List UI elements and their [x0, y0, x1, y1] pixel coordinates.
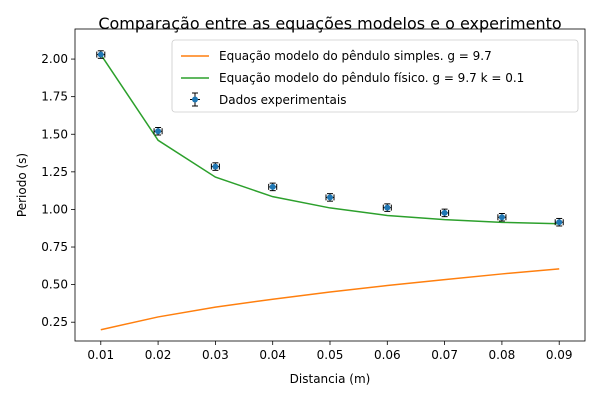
- plot-lines: [100, 54, 560, 331]
- legend-label-experimental: Dados experimentais: [219, 93, 346, 107]
- x-tick-label: 0.02: [145, 348, 172, 362]
- y-tick-label: 1.25: [41, 165, 68, 179]
- y-tick-label: 1.00: [41, 202, 68, 216]
- experimental-data-point: [96, 50, 106, 59]
- y-tick-label: 0.50: [41, 278, 68, 292]
- legend-label-physical: Equação modelo do pêndulo físico. g = 9.…: [219, 71, 524, 85]
- experimental-data-point: [325, 193, 335, 202]
- x-tick-label: 0.01: [87, 348, 114, 362]
- experimental-data-point: [210, 162, 220, 171]
- errorbars: [96, 50, 564, 227]
- chart-title: Comparação entre as equações modelos e o…: [98, 14, 561, 33]
- y-tick-label: 1.75: [41, 90, 68, 104]
- x-tick-label: 0.06: [374, 348, 401, 362]
- y-tick-label: 0.75: [41, 240, 68, 254]
- experimental-data-point: [497, 212, 507, 222]
- x-tick-label: 0.09: [546, 348, 573, 362]
- y-tick-label: 2.00: [41, 52, 68, 66]
- y-tick-label: 0.25: [41, 315, 68, 329]
- x-axis-label: Distancia (m): [290, 372, 371, 386]
- experimental-data-point: [554, 217, 564, 227]
- x-tick-label: 0.04: [259, 348, 286, 362]
- x-axis: 0.01 0.02 0.03 0.04 0.05 0.06 0.07 0.08 0.09: [87, 341, 573, 362]
- y-axis-label: Periodo (s): [15, 153, 29, 217]
- x-tick-label: 0.03: [202, 348, 229, 362]
- experimental-data-point: [268, 182, 278, 192]
- x-tick-label: 0.05: [317, 348, 344, 362]
- legend: Equação modelo do pêndulo simples. g = 9…: [171, 39, 579, 113]
- experimental-data-point: [382, 203, 392, 212]
- legend-box: [171, 39, 579, 113]
- x-tick-label: 0.08: [489, 348, 516, 362]
- x-tick-label: 0.07: [431, 348, 458, 362]
- series-line-physical-pendulum: [100, 54, 560, 225]
- experimental-data-point: [440, 208, 450, 218]
- legend-swatch-experimental: [190, 92, 200, 107]
- experimental-data-point: [153, 126, 163, 136]
- y-axis: 0.25 0.50 0.75 1.00 1.25 1.50 1.75 2.00: [41, 52, 75, 329]
- y-tick-label: 1.50: [41, 127, 68, 141]
- legend-label-simple: Equação modelo do pêndulo simples. g = 9…: [219, 49, 492, 63]
- series-line-simple-pendulum: [100, 268, 560, 331]
